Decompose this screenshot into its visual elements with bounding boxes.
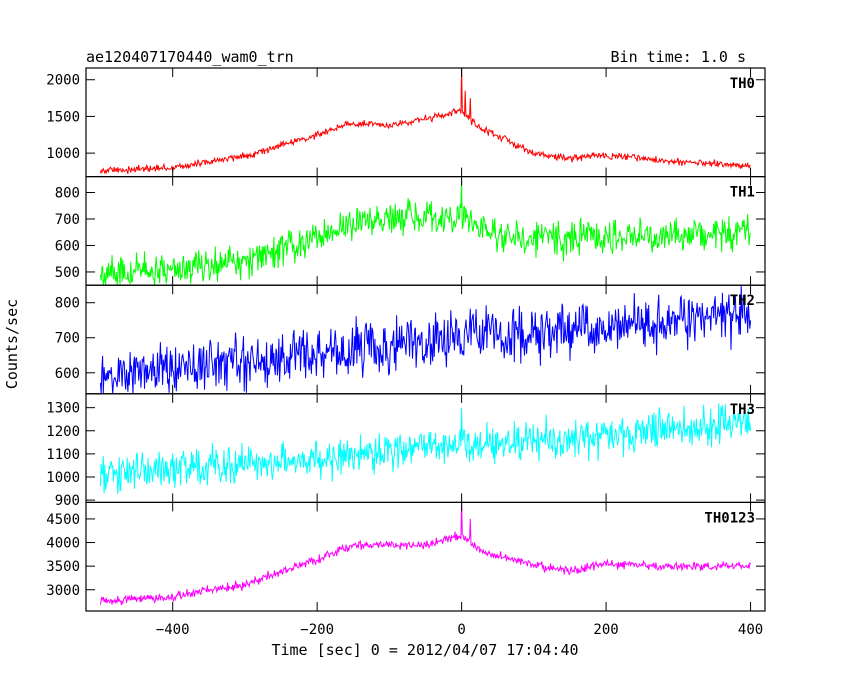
y-tick-label: 800 xyxy=(55,185,80,201)
panel-label-th2: TH2 xyxy=(730,293,755,309)
series-th3 xyxy=(99,403,752,494)
chart-title: ae120407170440_wam0_trn xyxy=(86,48,294,66)
panel-label-th1: TH1 xyxy=(730,185,755,201)
y-tick-label: 900 xyxy=(55,493,80,509)
y-tick-label: 1200 xyxy=(46,424,80,440)
y-tick-label: 1300 xyxy=(46,401,80,417)
panel-label-th3: TH3 xyxy=(730,402,755,418)
bin-time-label: Bin time: 1.0 s xyxy=(611,48,746,66)
y-tick-label: 4000 xyxy=(46,536,80,552)
y-tick-label: 2000 xyxy=(46,73,80,89)
y-tick-label: 500 xyxy=(55,265,80,281)
x-axis-label: Time [sec] 0 = 2012/04/07 17:04:40 xyxy=(271,641,578,659)
x-tick-label: 0 xyxy=(457,622,465,638)
panel-frame-th0123 xyxy=(85,501,766,612)
y-tick-label: 700 xyxy=(55,212,80,228)
series-th0 xyxy=(99,67,751,175)
y-tick-label: 700 xyxy=(55,331,80,347)
y-tick-label: 1000 xyxy=(46,470,80,486)
y-tick-label: 800 xyxy=(55,296,80,312)
x-tick-label: 200 xyxy=(593,622,618,638)
y-tick-label: 1100 xyxy=(46,447,80,463)
y-tick-label: 600 xyxy=(55,238,80,254)
series-th2 xyxy=(99,285,752,394)
y-axis-label: Counts/sec xyxy=(3,299,21,389)
series-th0123 xyxy=(99,502,751,606)
x-tick-label: −400 xyxy=(156,622,190,638)
x-tick-label: 400 xyxy=(738,622,763,638)
x-tick-label: −200 xyxy=(300,622,334,638)
y-tick-label: 1500 xyxy=(46,109,80,125)
series-th1 xyxy=(99,179,752,286)
y-tick-label: 3500 xyxy=(46,559,80,575)
panel-label-th0123: TH0123 xyxy=(704,510,755,526)
panel-label-th0: TH0 xyxy=(730,76,755,92)
y-tick-label: 600 xyxy=(55,366,80,382)
y-tick-label: 1000 xyxy=(46,146,80,162)
y-tick-label: 4500 xyxy=(46,512,80,528)
y-tick-label: 3000 xyxy=(46,583,80,599)
